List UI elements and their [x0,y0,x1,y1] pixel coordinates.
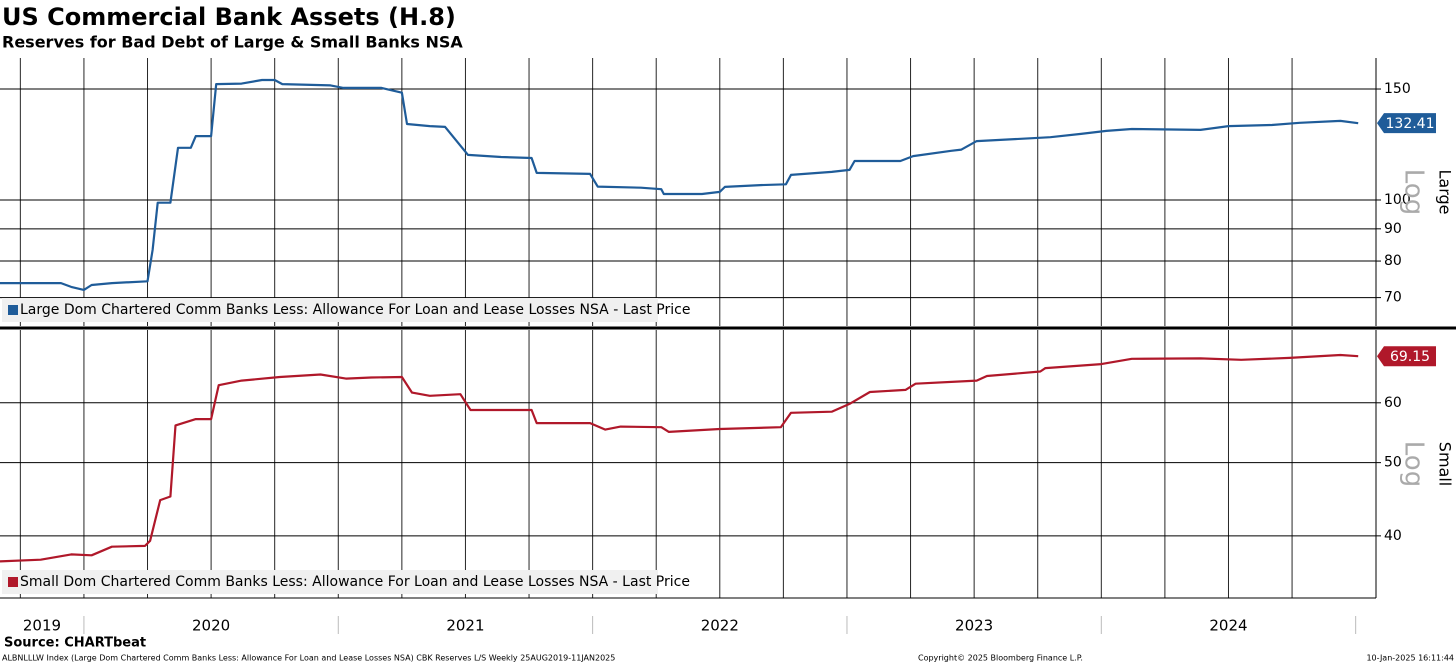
x-tick-label: 2024 [1209,617,1247,635]
scale-note: Log [1399,441,1429,487]
y-tick-label: 50 [1384,455,1402,471]
x-tick-label: 2019 [23,617,61,635]
x-tick-label: 2020 [192,617,230,635]
last-value-label: 69.15 [1390,349,1430,365]
x-tick-label: 2023 [955,617,993,635]
scale-note: Log [1399,169,1429,215]
chart-title: US Commercial Bank Assets (H.8) [2,3,456,31]
y-tick-label: 80 [1384,253,1402,269]
x-tick-label: 2021 [446,617,484,635]
legend: Large Dom Chartered Comm Banks Less: All… [2,298,690,322]
last-value-label: 132.41 [1386,116,1435,132]
footer-right: 10-Jan-2025 16:11:44 [1366,654,1454,663]
data-line [0,78,1359,291]
y-tick-label: 60 [1384,395,1402,411]
legend: Small Dom Chartered Comm Banks Less: All… [2,570,690,594]
x-tick-label: 2022 [701,617,739,635]
data-line [0,353,1359,563]
y-tick-label: 100 [1384,192,1411,208]
y-tick-label: 90 [1384,221,1402,237]
legend-swatch [8,577,18,587]
legend-label: Small Dom Chartered Comm Banks Less: All… [20,574,690,590]
y-tick-label: 70 [1384,290,1402,306]
y-tick-label: 40 [1384,528,1402,544]
footer-left: ALBNLLLW Index (Large Dom Chartered Comm… [2,654,615,663]
legend-swatch [8,305,18,315]
y-tick-label: 150 [1384,81,1411,97]
last-value-box [1377,346,1436,367]
footer-center: Copyright© 2025 Bloomberg Finance L.P. [918,654,1083,663]
chart-subtitle: Reserves for Bad Debt of Large & Small B… [2,33,463,52]
panel-label: Small [1436,442,1455,486]
source: Source: CHARTbeat [4,636,146,651]
panel-label: Large [1436,169,1455,214]
legend-bg [2,298,658,322]
legend-label: Large Dom Chartered Comm Banks Less: All… [20,302,690,318]
legend-bg [2,570,658,594]
last-value-box [1377,113,1436,134]
